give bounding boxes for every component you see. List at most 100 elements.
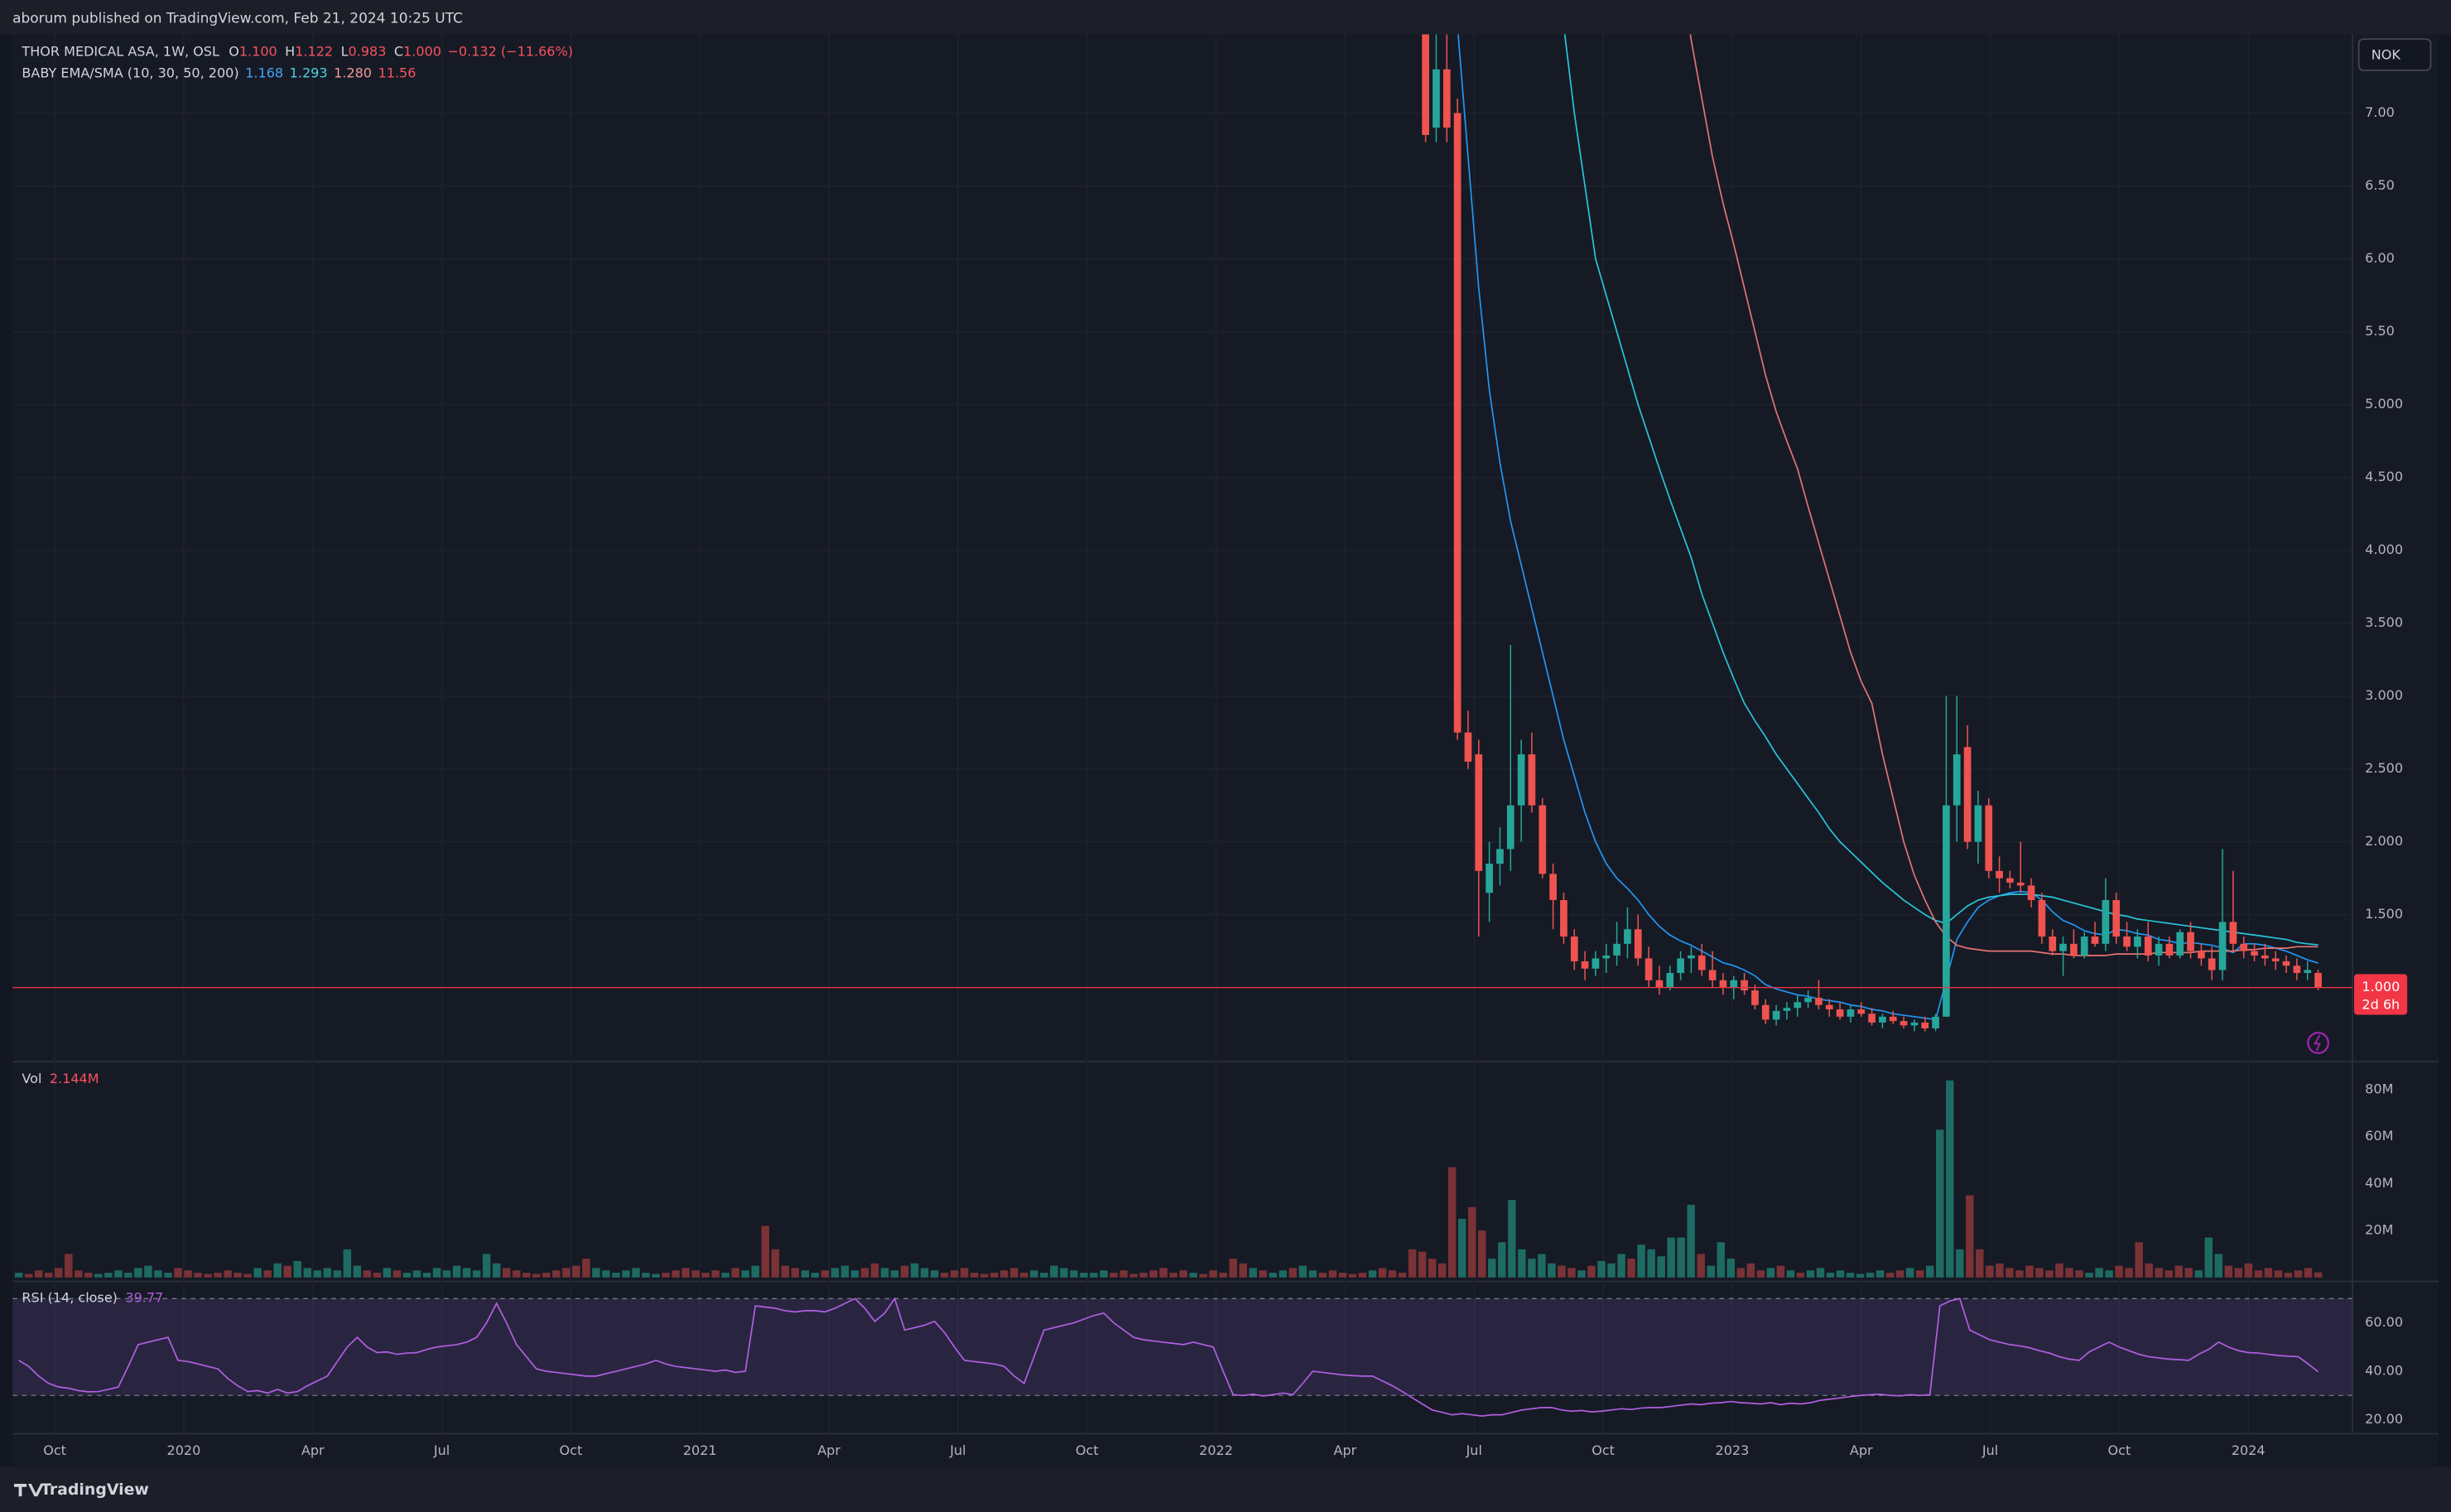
volume-bar [1408, 1249, 1417, 1278]
volume-bar [1368, 1270, 1377, 1278]
volume-bar [1657, 1256, 1665, 1278]
alert-bolt [2314, 1034, 2321, 1052]
volume-bar [1478, 1230, 1486, 1278]
volume-bar [1786, 1270, 1795, 1278]
volume-bar [2095, 1268, 2103, 1278]
rsi-legend: RSI (14, close) 39.77 [22, 1289, 163, 1305]
volume-bar [1905, 1268, 1914, 1278]
candle-body [1506, 805, 1514, 850]
candle-body [1943, 805, 1950, 1017]
volume-bar [1428, 1259, 1437, 1278]
volume-bar [1010, 1268, 1018, 1278]
volume-bar [2075, 1270, 2083, 1278]
volume-bar [1298, 1265, 1307, 1278]
candle-body [2304, 970, 2312, 974]
ohlc-label: L [341, 43, 349, 59]
volume-bar [731, 1268, 739, 1278]
volume-bar [55, 1268, 63, 1278]
y-tick-label: 20M [2365, 1222, 2393, 1238]
volume-bar [1677, 1237, 1685, 1278]
volume-bar [2294, 1270, 2303, 1278]
volume-bar [114, 1270, 123, 1278]
volume-bar [1697, 1254, 1705, 1278]
candle-body [2049, 937, 2057, 951]
x-tick-label: Oct [2108, 1442, 2131, 1458]
volume-bar [2025, 1265, 2034, 1278]
volume-bar [1378, 1268, 1387, 1278]
volume-bar [622, 1270, 630, 1278]
currency-button[interactable] [2357, 38, 2432, 71]
volume-bar [632, 1268, 640, 1278]
volume-bar [1627, 1259, 1635, 1278]
top-bar [0, 0, 2451, 35]
y-tick-label: 6.50 [2365, 177, 2395, 193]
volume-bar [1458, 1218, 1466, 1278]
volume-bar [950, 1270, 959, 1278]
volume-bar [1976, 1249, 1984, 1278]
candle-body [1464, 732, 1472, 762]
candle-body [1772, 1010, 1780, 1020]
volume-bar [970, 1273, 979, 1278]
candle-body [2080, 937, 2088, 956]
symbol: THOR MEDICAL ASA, 1W, OSL [21, 43, 219, 59]
x-tick-label: 2022 [1199, 1442, 1233, 1458]
volume-bar [1149, 1270, 1158, 1278]
x-tick-label: 2021 [683, 1442, 717, 1458]
tradingview-logo [13, 1484, 44, 1497]
candle-body [1857, 1009, 1866, 1014]
candle-body [1836, 1009, 1844, 1017]
volume-bar [1060, 1268, 1068, 1278]
volume-bar [2274, 1270, 2283, 1278]
rsi-title: RSI (14, close) [22, 1289, 118, 1305]
alert-icon[interactable] [2307, 1032, 2329, 1054]
candle-body [1433, 69, 1440, 128]
volume-bar [672, 1270, 680, 1278]
volume-bar [174, 1268, 182, 1278]
volume-bar [75, 1270, 83, 1278]
volume-bar [1189, 1273, 1197, 1278]
candle-body [2198, 951, 2205, 959]
candle-body [2059, 943, 2067, 951]
volume-bar [2194, 1270, 2203, 1278]
candle-body [2218, 922, 2227, 970]
x-tick-label: Apr [817, 1442, 840, 1458]
volume-bar [542, 1273, 551, 1278]
candle-body [2027, 885, 2035, 901]
candle-body [2070, 943, 2078, 956]
candle-body [2176, 932, 2184, 956]
grid [12, 34, 2353, 1434]
volume-bar [2204, 1237, 2213, 1278]
volume-bar [2164, 1270, 2173, 1278]
volume-bar [1498, 1242, 1506, 1278]
volume-bar [154, 1270, 162, 1278]
volume-bar [1129, 1274, 1138, 1278]
volume-bar [1348, 1274, 1357, 1278]
candle-body [2208, 958, 2216, 970]
volume-bar [1278, 1270, 1288, 1278]
volume-bar [1746, 1263, 1755, 1278]
currency[interactable]: NOK [2372, 47, 2401, 63]
candle-body [2016, 882, 2025, 886]
rsi-line [18, 1297, 2319, 1417]
volume-bar [1030, 1270, 1038, 1278]
x-tick-label: Jul [433, 1442, 450, 1458]
volume-bar [960, 1268, 969, 1278]
volume-bar [373, 1273, 382, 1278]
candle-body [1889, 1016, 1897, 1022]
volume-bar [34, 1270, 43, 1278]
volume-bar [1956, 1249, 1964, 1278]
candle-body [1688, 955, 1695, 959]
volume-bar [2264, 1268, 2273, 1278]
volume-bar [1577, 1270, 1586, 1278]
volume-bar [2304, 1268, 2313, 1278]
candle-body [1730, 980, 1738, 988]
y-tick-label: 3.000 [2365, 687, 2403, 703]
volume-bar [2035, 1268, 2044, 1278]
volume-bar [2065, 1268, 2073, 1278]
volume-bar [2105, 1270, 2113, 1278]
bottom-bar [0, 1466, 2451, 1512]
candle-body [1751, 990, 1759, 1005]
volume-bar [1468, 1206, 1476, 1278]
candle-body [2229, 922, 2237, 944]
volume-bar [1040, 1273, 1048, 1278]
